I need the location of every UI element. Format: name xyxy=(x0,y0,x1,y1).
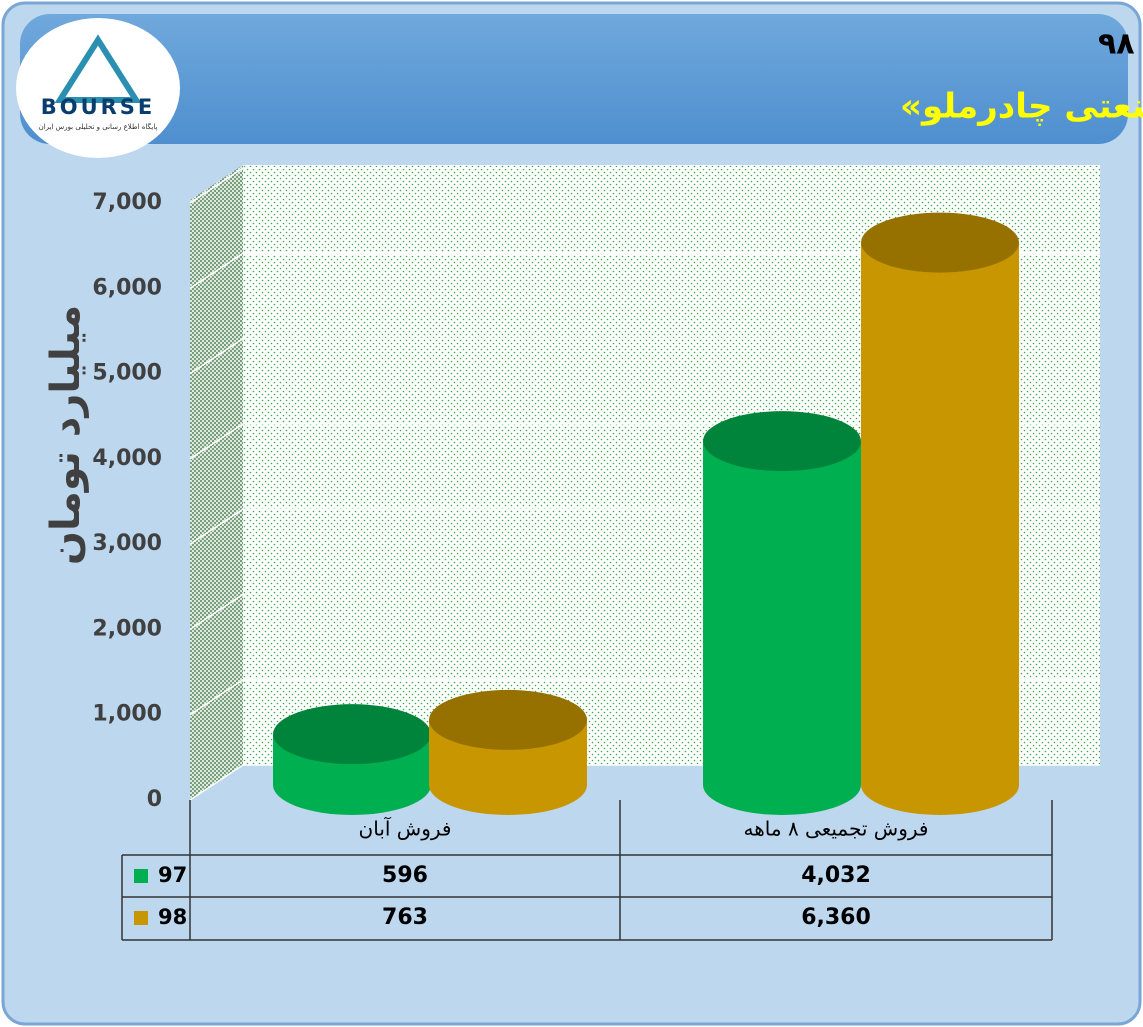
value-label: 6,360 xyxy=(801,905,871,930)
y-tick-label: 1,000 xyxy=(92,702,162,727)
logo-badge xyxy=(16,18,180,158)
bar-top xyxy=(703,411,861,472)
logo-mark xyxy=(54,34,142,103)
y-axis-label: میلیارد تومان xyxy=(43,305,89,565)
y-tick-label: 6,000 xyxy=(92,275,162,300)
legend-swatch xyxy=(134,869,148,883)
bar xyxy=(703,411,861,815)
x-tick-label: فروش آبان xyxy=(359,816,452,841)
side-wall xyxy=(190,165,243,800)
data-table xyxy=(121,800,1053,941)
bar xyxy=(273,704,431,815)
y-tick-label: 5,000 xyxy=(92,361,162,386)
value-label: 4,032 xyxy=(801,863,871,888)
chart-title: گزارش فروش ریالی ماهانه و ۸ ماهه منتهی ب… xyxy=(1098,25,1143,62)
y-tick-label: 3,000 xyxy=(92,531,162,556)
y-tick-label: 7,000 xyxy=(92,190,162,215)
bar-body xyxy=(861,242,1019,815)
y-tick-label: 4,000 xyxy=(92,446,162,471)
bar-top xyxy=(861,212,1019,273)
grid-line xyxy=(189,252,1100,289)
bar-top xyxy=(429,689,587,750)
grid-line xyxy=(189,167,1100,204)
bar xyxy=(429,689,587,815)
x-tick-label: فروش تجمیعی ۸ ماهه xyxy=(744,817,929,841)
legend-label: 97 xyxy=(158,863,187,887)
bar xyxy=(861,212,1019,815)
legend-swatch xyxy=(134,911,148,925)
grid-line xyxy=(189,337,1100,375)
y-tick-label: 2,000 xyxy=(92,616,162,641)
y-tick-label: 0 xyxy=(147,787,162,812)
legend-label: 98 xyxy=(158,905,187,929)
value-label: 596 xyxy=(382,863,428,888)
logo-tagline: پایگاه اطلاع رسانی و تحلیلی بورس ایران xyxy=(39,122,158,131)
bar-top xyxy=(273,704,431,765)
chart-subtitle: «معدنی و صنعتی چادرملو» xyxy=(900,87,1143,127)
value-label: 763 xyxy=(382,905,428,930)
bar-body xyxy=(703,441,861,815)
logo-name: BOURSE xyxy=(41,95,156,119)
banner xyxy=(20,14,1128,144)
